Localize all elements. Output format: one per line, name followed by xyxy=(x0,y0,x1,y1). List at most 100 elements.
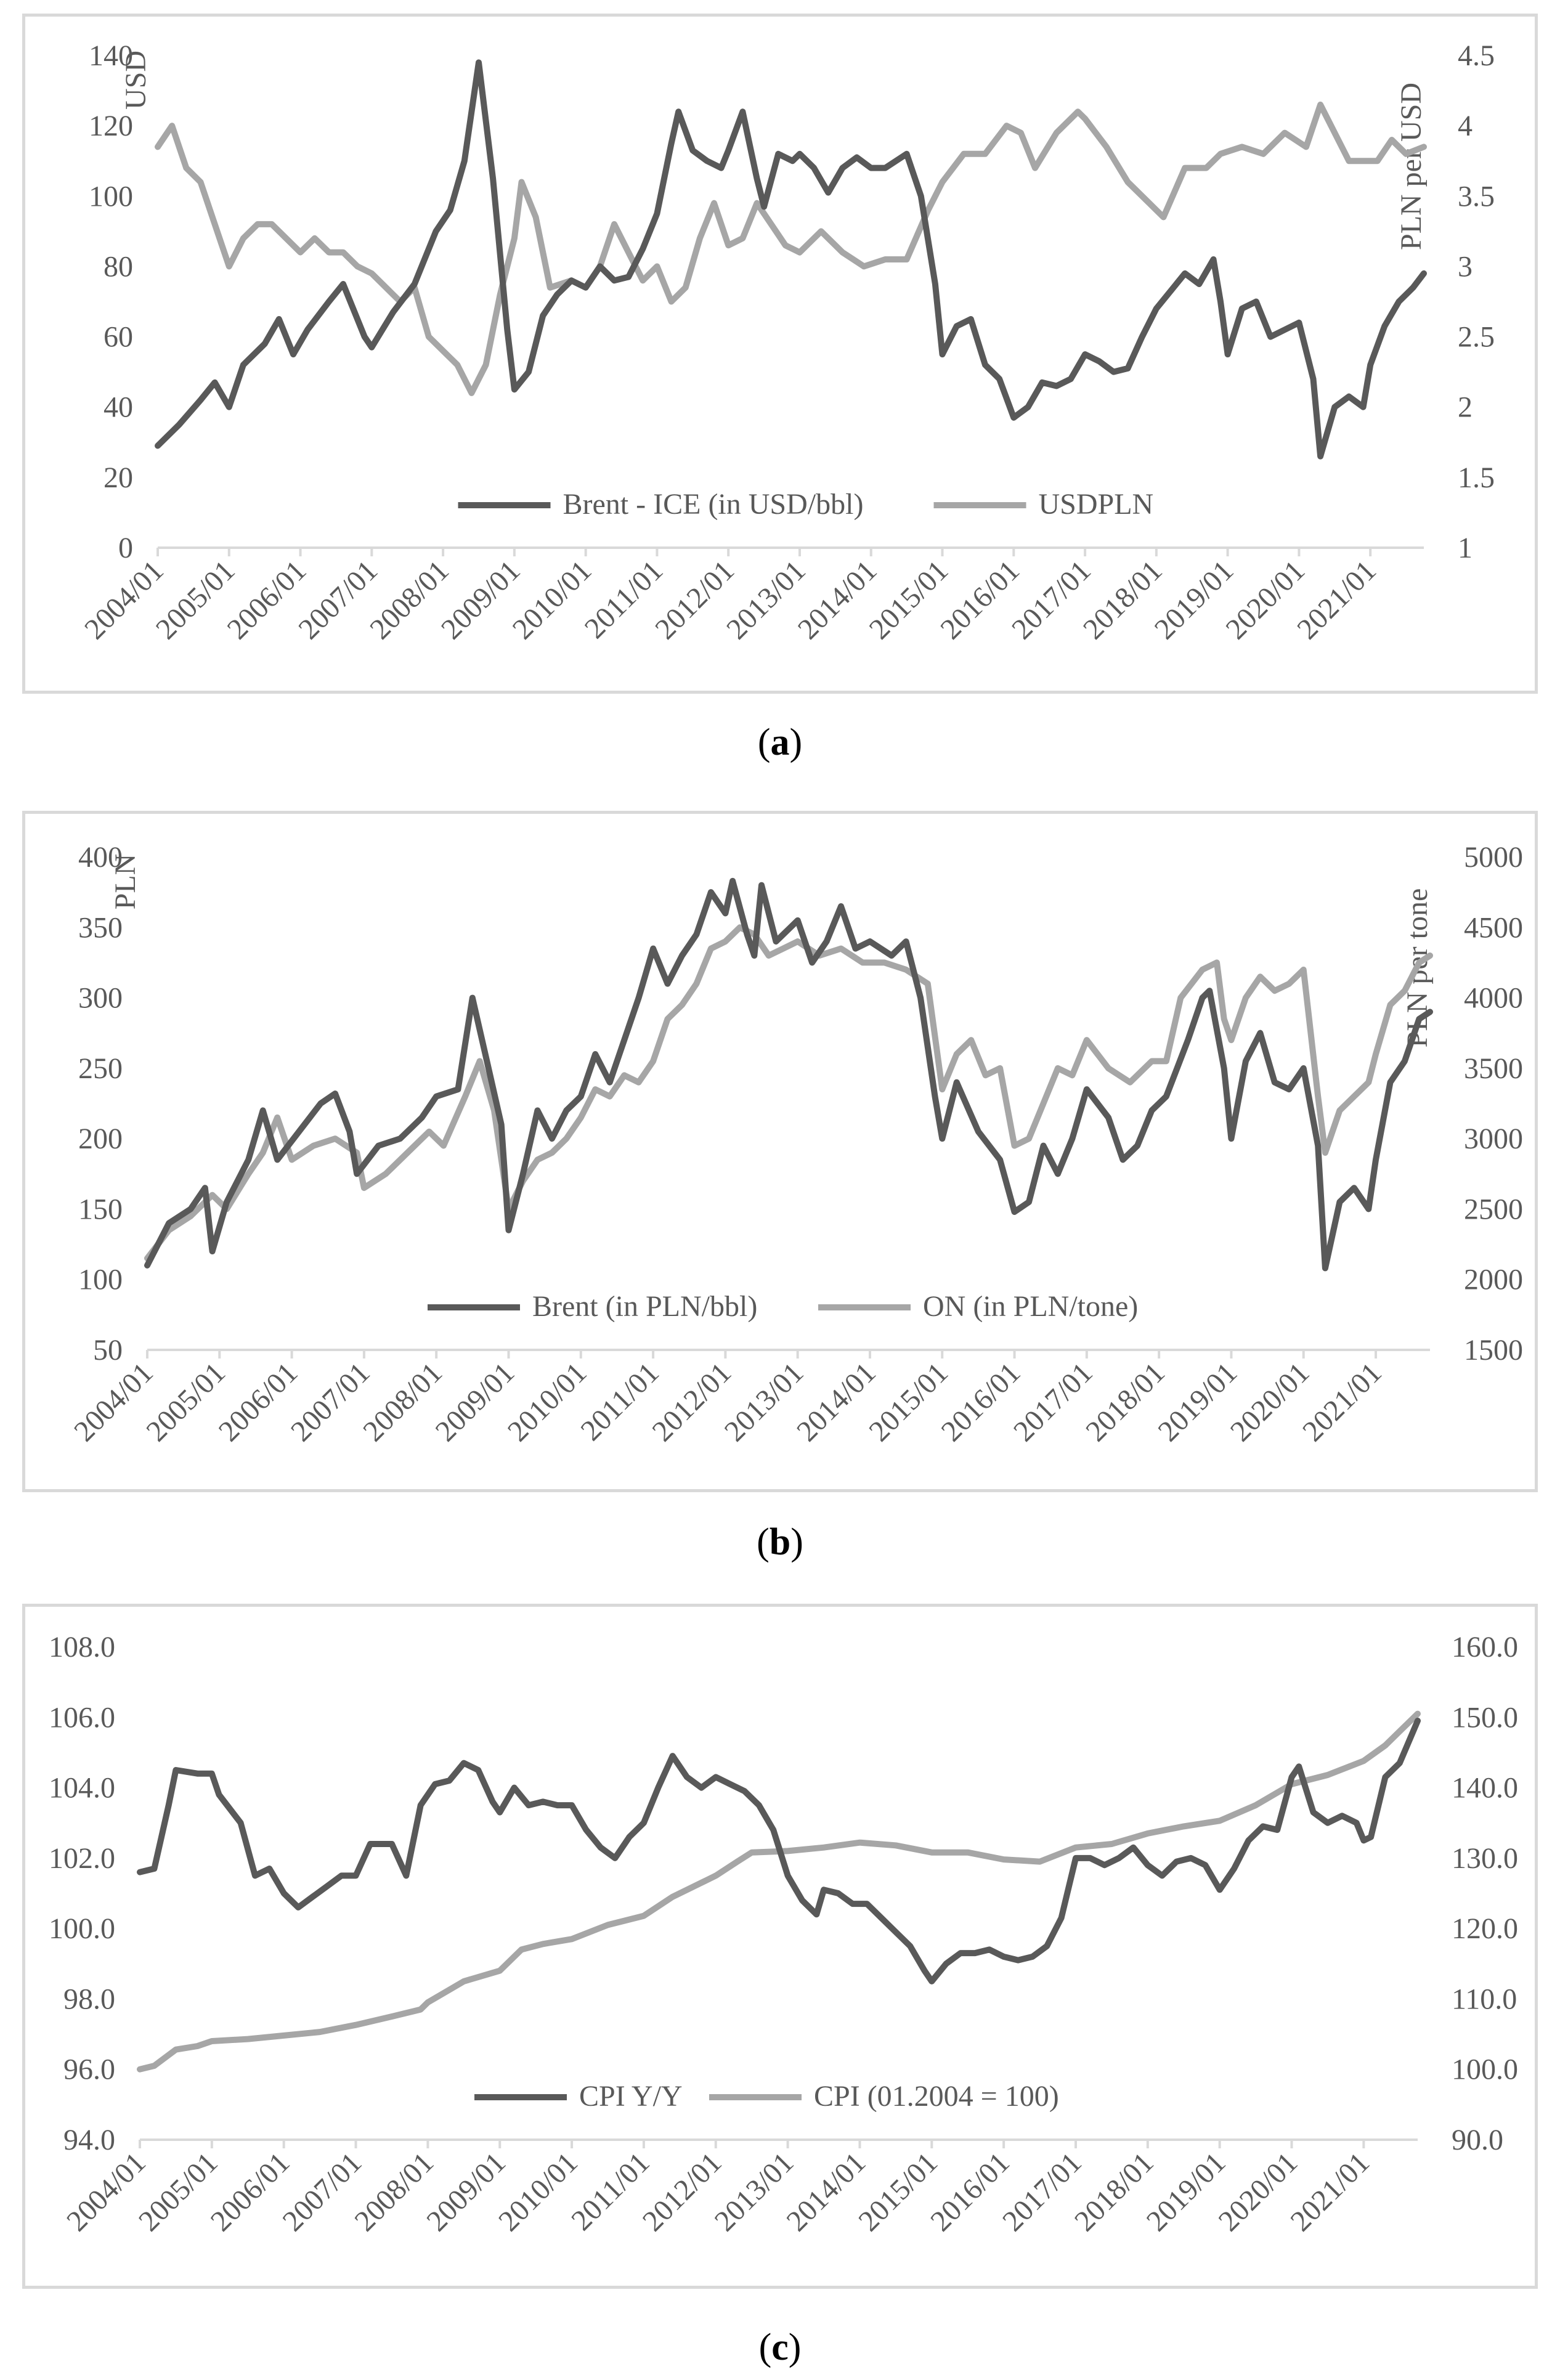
chart-a-svg: 0 20 40 60 80 100 120 140 1 1.5 2 2.5 3 3.5 4 4.5 2004/0… xyxy=(78,39,1495,646)
right-tick-label: 140.0 xyxy=(1452,1772,1518,1805)
x-tick-label: 2005/01 xyxy=(150,554,242,646)
x-tick-label: 2009/01 xyxy=(429,1356,521,1448)
right-tick-label: 2500 xyxy=(1464,1193,1523,1225)
left-tick-label: 20 xyxy=(104,461,133,494)
left-tick-label: 100.0 xyxy=(49,1912,115,1945)
right-tick-label: 2000 xyxy=(1464,1264,1523,1296)
chart-b-svg: 50 100 150 200 250 300 350 400 1500 2000 2500 3000 3… xyxy=(68,841,1523,1448)
left-tick-label: 94.0 xyxy=(63,2124,115,2156)
chart-panel-b: 50 100 150 200 250 300 350 400 1500 2000 2500 3000 3… xyxy=(22,811,1538,1492)
right-tick-label: 3.5 xyxy=(1458,180,1495,213)
right-tick-label: 3 xyxy=(1458,250,1473,283)
right-tick-label: 4 xyxy=(1458,110,1473,142)
x-tick-label: 2007/01 xyxy=(277,2146,368,2238)
x-tick-label: 2008/01 xyxy=(364,554,455,646)
legend-label: Brent (in PLN/bbl) xyxy=(532,1290,757,1323)
x-tick-label: 2010/01 xyxy=(492,2146,584,2238)
left-tick-label: 106.0 xyxy=(49,1701,115,1734)
x-tick-label: 2016/01 xyxy=(935,1356,1027,1448)
series-line-dark xyxy=(155,59,1427,460)
right-tick-label: 1.5 xyxy=(1458,461,1495,494)
right-tick-label: 120.0 xyxy=(1452,1912,1518,1945)
x-tick-label: 2016/01 xyxy=(924,2146,1016,2238)
x-tick-label: 2011/01 xyxy=(565,2146,656,2236)
right-tick-label: 4.5 xyxy=(1458,39,1495,72)
x-tick-label: 2007/01 xyxy=(292,554,384,646)
right-tick-label: 160.0 xyxy=(1452,1631,1518,1663)
x-tick-label: 2009/01 xyxy=(435,554,527,646)
left-tick-label: 108.0 xyxy=(49,1631,115,1663)
x-tick-label: 2005/01 xyxy=(140,1356,232,1448)
left-tick-label: 200 xyxy=(78,1123,123,1155)
caption-a: (a) xyxy=(757,721,803,763)
right-tick-label: 4000 xyxy=(1464,982,1523,1015)
right-tick-label: 130.0 xyxy=(1452,1842,1518,1875)
right-tick-label: 5000 xyxy=(1464,841,1523,874)
x-tick-label: 2021/01 xyxy=(1291,554,1383,646)
legend-label: ON (in PLN/tone) xyxy=(923,1290,1138,1323)
chart-panel-c: 94.0 96.0 98.0 100.0 102.0 104.0 106.0 108.0 90.… xyxy=(22,1604,1538,2289)
x-tick-label: 2006/01 xyxy=(213,1356,304,1448)
x-tick-label: 2015/01 xyxy=(852,2146,944,2238)
right-tick-label: 100.0 xyxy=(1452,2053,1518,2086)
right-tick-label: 90.0 xyxy=(1452,2124,1503,2156)
x-tick-label: 2019/01 xyxy=(1152,1356,1243,1448)
x-tick-label: 2011/01 xyxy=(574,1356,665,1447)
caption-c: (c) xyxy=(758,2326,802,2368)
x-tick-label: 2013/01 xyxy=(720,554,812,646)
legend-label: CPI (01.2004 = 100) xyxy=(814,2080,1059,2113)
x-tick-label: 2004/01 xyxy=(60,2146,152,2238)
left-axis-title: USD xyxy=(120,51,152,110)
x-tick-label: 2008/01 xyxy=(357,1356,449,1448)
left-tick-label: 250 xyxy=(78,1052,123,1085)
left-tick-label: 60 xyxy=(104,321,133,354)
right-tick-label: 1500 xyxy=(1464,1334,1523,1367)
left-tick-label: 0 xyxy=(118,532,133,564)
left-tick-label: 400 xyxy=(78,841,123,874)
right-tick-label: 2.5 xyxy=(1458,321,1495,354)
right-tick-label: 3500 xyxy=(1464,1052,1523,1085)
x-tick-label: 2020/01 xyxy=(1219,554,1311,646)
legend-label: USDPLN xyxy=(1039,488,1154,521)
x-tick-label: 2014/01 xyxy=(792,554,884,646)
right-axis-title: PLN per USD xyxy=(1395,83,1428,250)
x-tick-label: 2014/01 xyxy=(780,2146,872,2238)
left-tick-label: 40 xyxy=(104,391,133,424)
right-tick-label: 110.0 xyxy=(1452,1983,1517,2015)
legend-label: CPI Y/Y xyxy=(579,2080,683,2113)
x-tick-label: 2018/01 xyxy=(1077,554,1169,646)
x-tick-label: 2006/01 xyxy=(205,2146,296,2238)
x-tick-label: 2010/01 xyxy=(502,1356,593,1448)
left-tick-label: 140 xyxy=(89,39,133,72)
x-tick-label: 2018/01 xyxy=(1068,2146,1160,2238)
x-tick-label: 2014/01 xyxy=(790,1356,882,1448)
left-tick-label: 104.0 xyxy=(49,1772,115,1805)
series-line-dark xyxy=(144,877,1433,1272)
x-tick-label: 2020/01 xyxy=(1224,1356,1316,1448)
x-tick-label: 2007/01 xyxy=(285,1356,376,1448)
x-tick-label: 2012/01 xyxy=(649,554,741,646)
series-line-light xyxy=(155,101,1427,396)
left-tick-label: 96.0 xyxy=(63,2053,115,2086)
left-tick-label: 80 xyxy=(104,250,133,283)
left-tick-label: 350 xyxy=(78,911,123,944)
right-tick-label: 3000 xyxy=(1464,1123,1523,1155)
left-tick-label: 50 xyxy=(93,1334,123,1367)
x-tick-label: 2021/01 xyxy=(1284,2146,1376,2238)
x-tick-label: 2006/01 xyxy=(221,554,313,646)
x-tick-label: 2020/01 xyxy=(1213,2146,1304,2238)
chart-panel-a: 0 20 40 60 80 100 120 140 1 1.5 2 2.5 3 3.5 4 4.5 2004/0… xyxy=(22,14,1538,694)
x-tick-label: 2010/01 xyxy=(506,554,598,646)
right-tick-label: 1 xyxy=(1458,532,1473,564)
left-tick-label: 100 xyxy=(89,180,133,213)
caption-b: (b) xyxy=(757,1521,803,1563)
chart-c-svg: 94.0 96.0 98.0 100.0 102.0 104.0 106.0 108.0 90.… xyxy=(49,1631,1518,2238)
left-tick-label: 300 xyxy=(78,982,123,1015)
x-tick-label: 2005/01 xyxy=(132,2146,224,2238)
x-tick-label: 2008/01 xyxy=(348,2146,440,2238)
x-tick-label: 2004/01 xyxy=(78,554,170,646)
x-tick-label: 2012/01 xyxy=(636,2146,728,2238)
legend-label: Brent - ICE (in USD/bbl) xyxy=(563,488,864,521)
right-tick-label: 4500 xyxy=(1464,911,1523,944)
x-tick-label: 2013/01 xyxy=(709,2146,800,2238)
